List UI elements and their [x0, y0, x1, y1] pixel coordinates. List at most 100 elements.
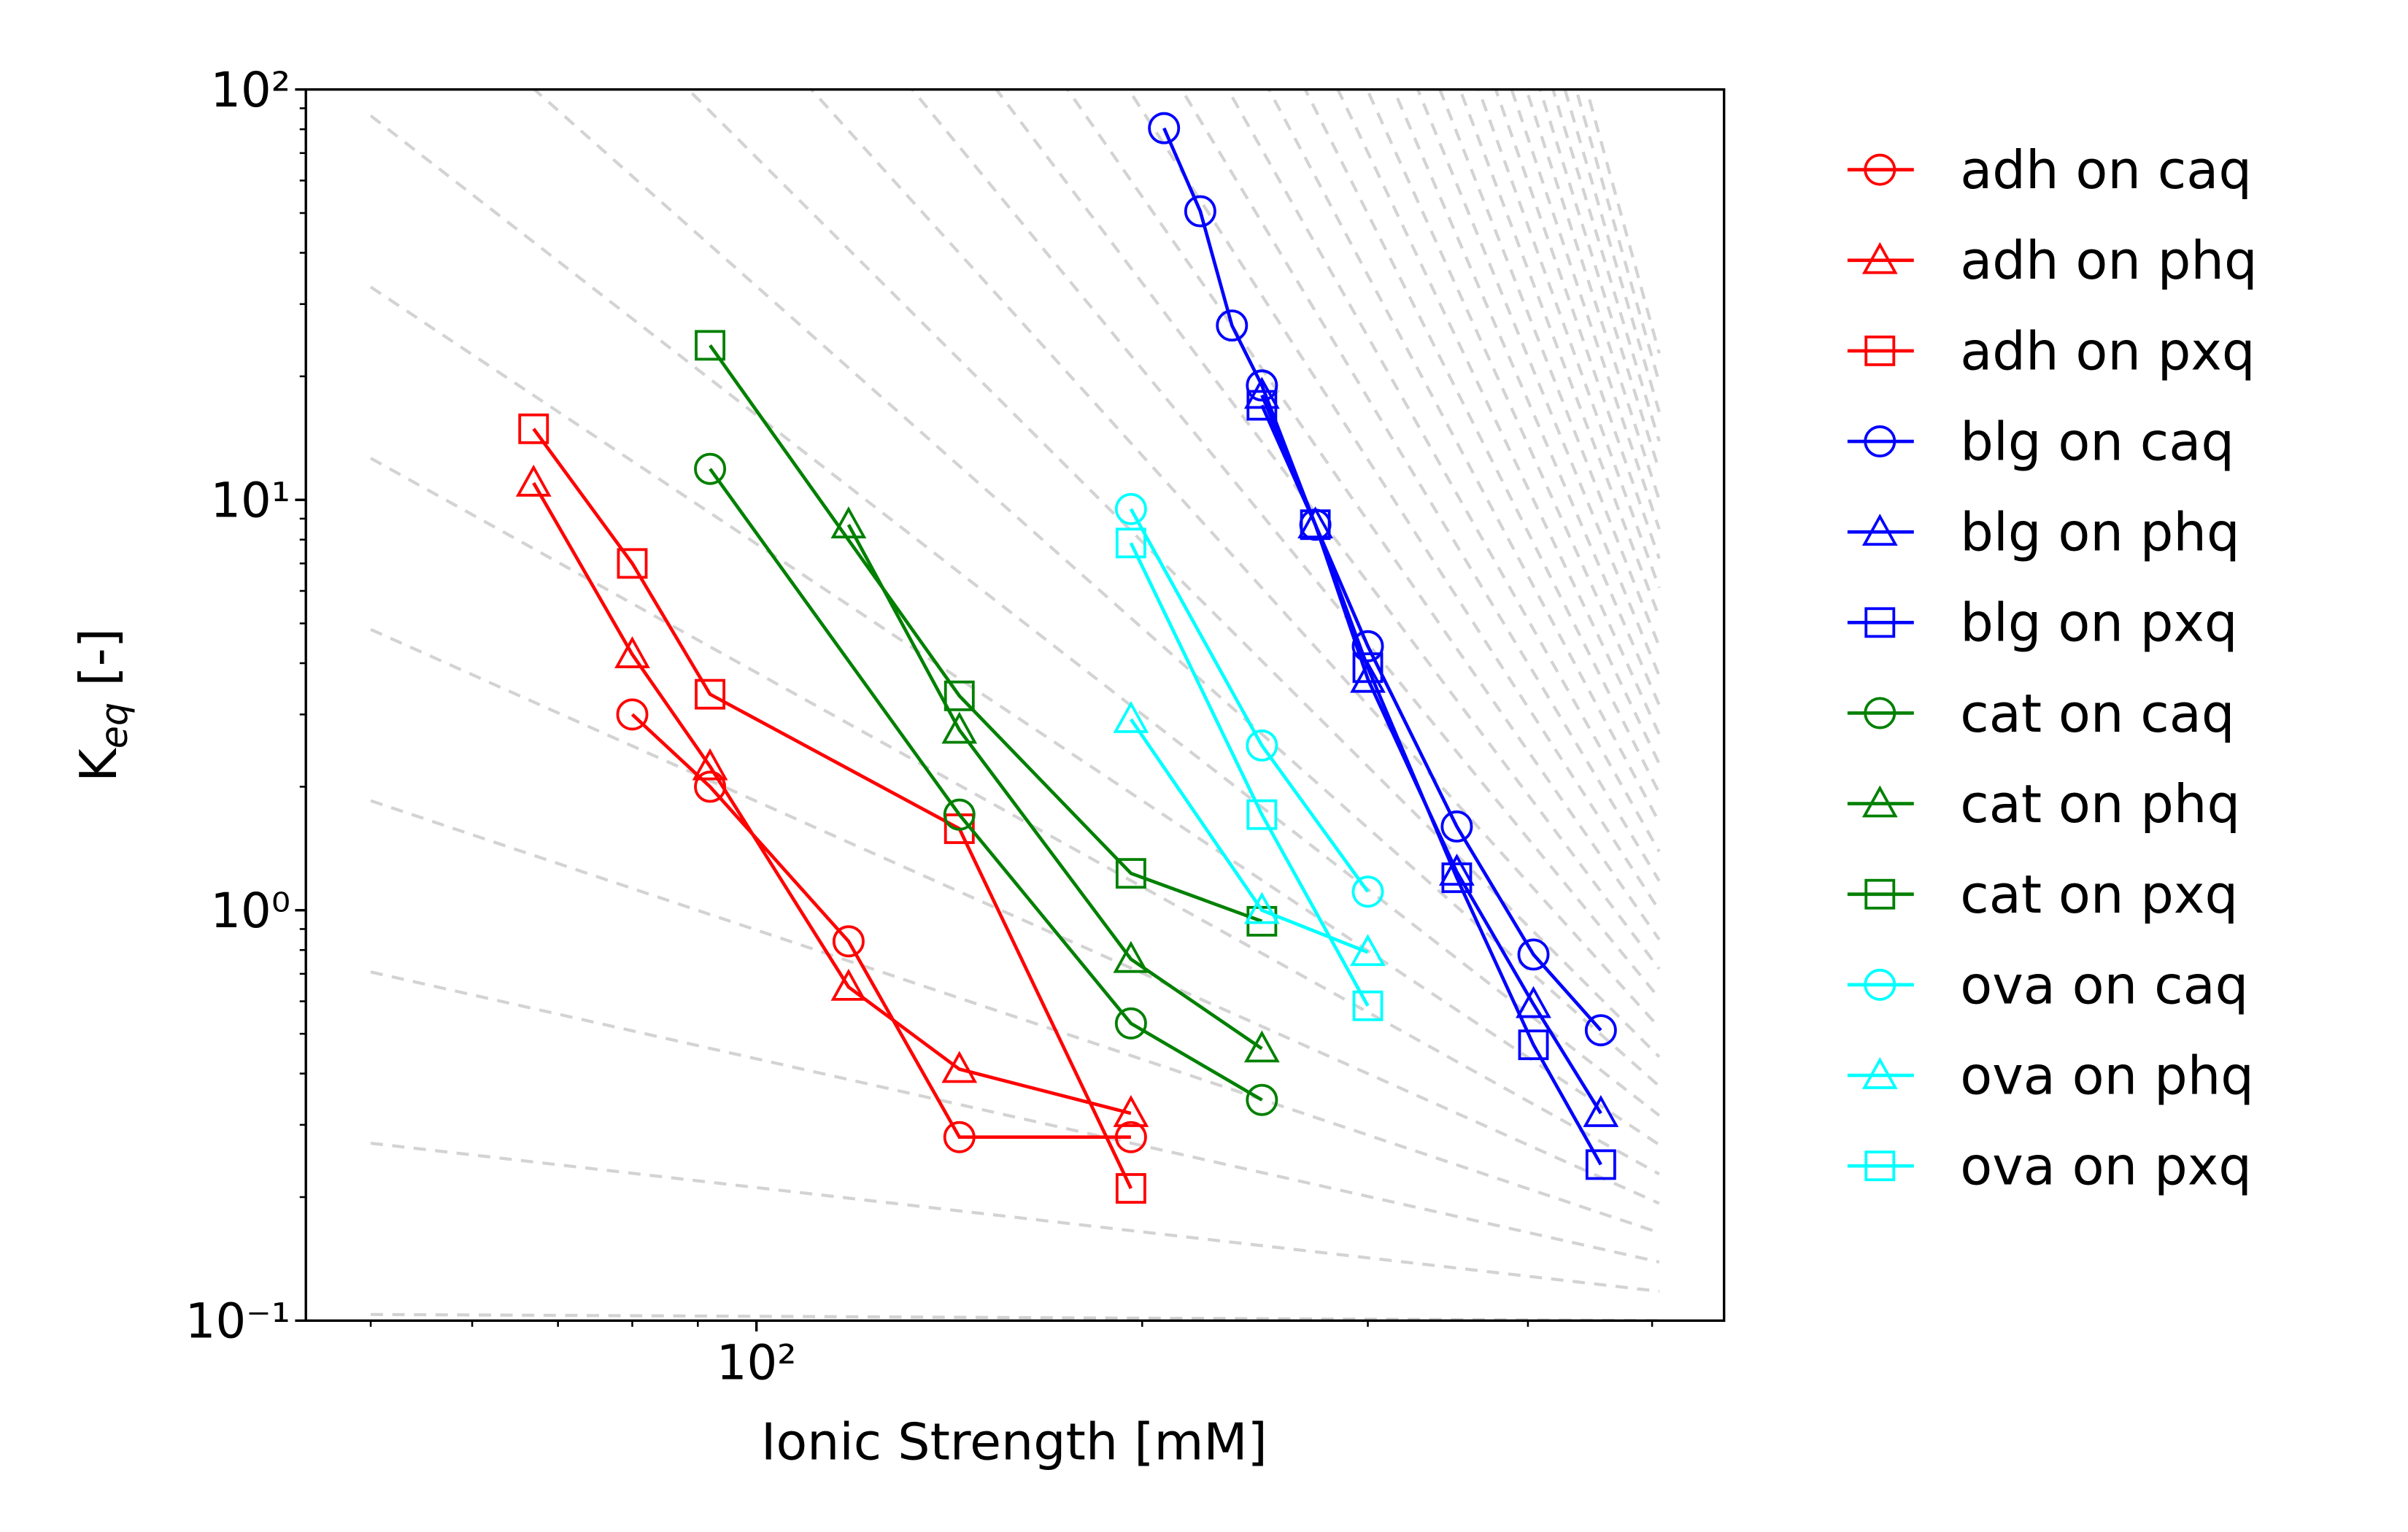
x-axis-label: Ionic Strength [mM]: [761, 1413, 1267, 1472]
marker: [832, 925, 865, 958]
reference-line: [1303, 89, 1661, 794]
marker: [1246, 799, 1278, 830]
marker: [1352, 652, 1384, 684]
reference-line: [1438, 89, 1661, 647]
y-tick-label: 10²: [210, 63, 290, 118]
marker: [1516, 986, 1551, 1018]
reference-line: [369, 114, 1661, 1117]
reference-line: [370, 799, 1660, 1234]
reference-line: [1267, 89, 1661, 824]
marker: [1115, 1173, 1146, 1204]
marker: [1115, 858, 1146, 889]
marker: [1350, 660, 1386, 693]
marker: [1148, 112, 1181, 144]
legend-label: ova on pxq: [1960, 1136, 2252, 1197]
marker: [1351, 875, 1384, 908]
marker: [1300, 509, 1331, 541]
marker: [1440, 810, 1473, 843]
marker: [616, 698, 649, 731]
reference-line: [994, 89, 1661, 970]
legend-label: blg on caq: [1960, 411, 2234, 472]
marker: [1114, 1121, 1147, 1153]
legend-label: adh on caq: [1960, 139, 2252, 201]
marker: [1352, 990, 1384, 1021]
series-line: [846, 524, 1263, 1051]
reference-line: [1524, 89, 1661, 500]
reference-line: [1494, 89, 1661, 560]
reference-line: [370, 970, 1660, 1264]
marker: [830, 506, 867, 539]
series-line: [1260, 404, 1602, 1166]
marker: [1864, 878, 1896, 910]
marker: [830, 968, 867, 1001]
series-line: [1129, 542, 1370, 1007]
marker: [694, 452, 727, 485]
reference-line: [370, 1141, 1660, 1293]
reference-line: [1127, 89, 1661, 911]
reference-line: [1538, 89, 1661, 471]
y-axis-label: Keq [-]: [69, 628, 136, 782]
marker: [617, 548, 648, 579]
legend-label: adh on phq: [1960, 230, 2257, 291]
marker: [1861, 514, 1898, 546]
marker: [1864, 153, 1896, 186]
marker: [943, 680, 975, 711]
marker: [1864, 697, 1896, 730]
marker: [1861, 1056, 1898, 1089]
series-line: [1129, 718, 1369, 954]
marker: [695, 678, 726, 710]
marker: [1861, 241, 1898, 274]
marker: [692, 748, 728, 781]
legend: adh on caq adh on phq adh on pxq blg on caq…: [1847, 139, 2258, 1197]
marker: [1350, 934, 1386, 967]
marker: [1864, 607, 1896, 638]
series-line: [630, 713, 1131, 1140]
marker: [1864, 968, 1896, 1001]
marker: [515, 464, 552, 497]
legend-label: adh on pxq: [1960, 320, 2255, 382]
reference-line: [1416, 89, 1661, 677]
axes-frame: [304, 88, 1726, 1322]
y-label-base: K: [69, 747, 128, 782]
marker: [1114, 1007, 1147, 1040]
marker: [1246, 1083, 1278, 1116]
marker: [695, 330, 726, 361]
marker: [1113, 700, 1149, 733]
marker: [1864, 335, 1896, 366]
x-tick-label: 10²: [717, 1336, 797, 1391]
marker: [1864, 425, 1896, 458]
marker: [1861, 785, 1898, 818]
legend-label: cat on pxq: [1960, 864, 2238, 925]
marker: [1113, 1095, 1149, 1127]
marker: [1114, 492, 1147, 525]
marker: [941, 1051, 978, 1083]
plot-area: [515, 112, 1619, 1204]
marker: [1184, 195, 1216, 228]
y-tick-label: 10¹: [210, 473, 290, 528]
marker: [1518, 1029, 1549, 1061]
reference-line: [1458, 89, 1661, 618]
marker: [1583, 1095, 1619, 1127]
marker: [518, 413, 549, 444]
y-tick-label: 10⁻¹: [185, 1294, 290, 1350]
series-line: [709, 344, 1263, 924]
series-line: [532, 428, 1132, 1190]
reference-line: [1585, 89, 1661, 354]
series-line: [709, 468, 1263, 1102]
marker: [1243, 1030, 1280, 1063]
reference-line: [369, 457, 1660, 1176]
reference-line: [1179, 89, 1661, 882]
reference-line: [1392, 89, 1661, 706]
y-label-sub: eq: [93, 703, 136, 748]
reference-line: [1336, 89, 1661, 765]
marker: [1243, 891, 1280, 924]
marker: [1246, 390, 1278, 421]
marker: [1584, 1014, 1617, 1047]
legend-label: blg on phq: [1960, 502, 2239, 563]
marker: [1864, 1150, 1896, 1182]
series-line: [532, 481, 1132, 1115]
marker: [1297, 506, 1333, 539]
marker: [941, 711, 978, 744]
